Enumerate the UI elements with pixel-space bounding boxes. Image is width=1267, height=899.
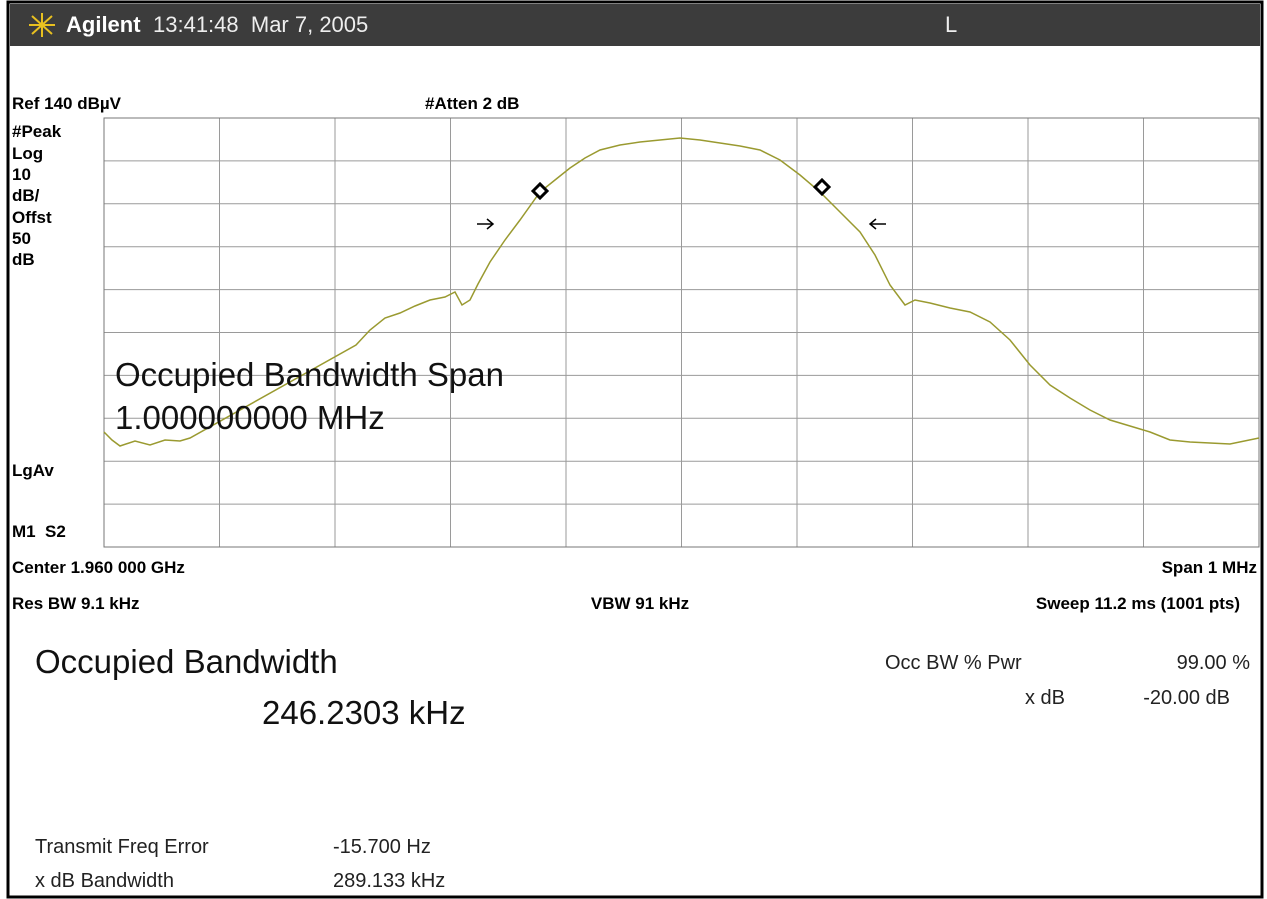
right-arrow	[868, 218, 886, 230]
row-label: x dB Bandwidth	[35, 870, 174, 892]
trace	[103, 137, 1260, 447]
side-label: 10	[12, 165, 31, 184]
timestamp: 13:41:48 Mar 7, 2005	[153, 12, 368, 37]
side-label: dB/	[12, 186, 40, 205]
center-freq: Center 1.960 000 GHz	[12, 558, 185, 577]
attenuation: #Atten 2 dB	[425, 94, 519, 113]
vbw: VBW 91 kHz	[591, 594, 689, 613]
side-label: LgAv	[12, 461, 54, 480]
side-label: dB	[12, 250, 35, 269]
res-bw: Res BW 9.1 kHz	[12, 594, 140, 613]
overlay-line: 1.000000000 MHz	[115, 399, 385, 436]
result-value: 246.2303 kHz	[262, 694, 466, 731]
graticule-border	[103, 117, 1260, 548]
side-label: 50	[12, 229, 31, 248]
occ-bw-label: Occ BW % Pwr	[885, 652, 1022, 674]
span: Span 1 MHz	[1162, 558, 1257, 577]
title-bar	[10, 4, 1260, 46]
occ-bw-value: 99.00 %	[1177, 652, 1251, 674]
xdb-label: x dB	[1025, 687, 1065, 709]
side-label: Offst	[12, 208, 52, 227]
side-label: Log	[12, 144, 43, 163]
graticule	[104, 118, 1259, 547]
xdb-value: -20.00 dB	[1143, 687, 1230, 709]
row-value: -15.700 Hz	[333, 836, 431, 858]
row-label: Transmit Freq Error	[35, 836, 209, 858]
side-label: #Peak	[12, 122, 62, 141]
frame	[6, 0, 1264, 899]
sweep: Sweep 11.2 ms (1001 pts)	[1036, 594, 1240, 613]
overlay-line: Occupied Bandwidth Span	[115, 356, 504, 393]
left-arrow	[477, 218, 495, 230]
indicator: L	[945, 12, 957, 37]
result-title: Occupied Bandwidth	[35, 643, 338, 680]
ref-level: Ref 140 dBµV	[12, 94, 122, 113]
side-label: M1 S2	[12, 522, 66, 541]
brand: Agilent	[66, 12, 141, 37]
marker	[812, 177, 832, 197]
marker	[530, 181, 550, 201]
row-value: 289.133 kHz	[333, 870, 445, 892]
logo	[29, 13, 55, 37]
